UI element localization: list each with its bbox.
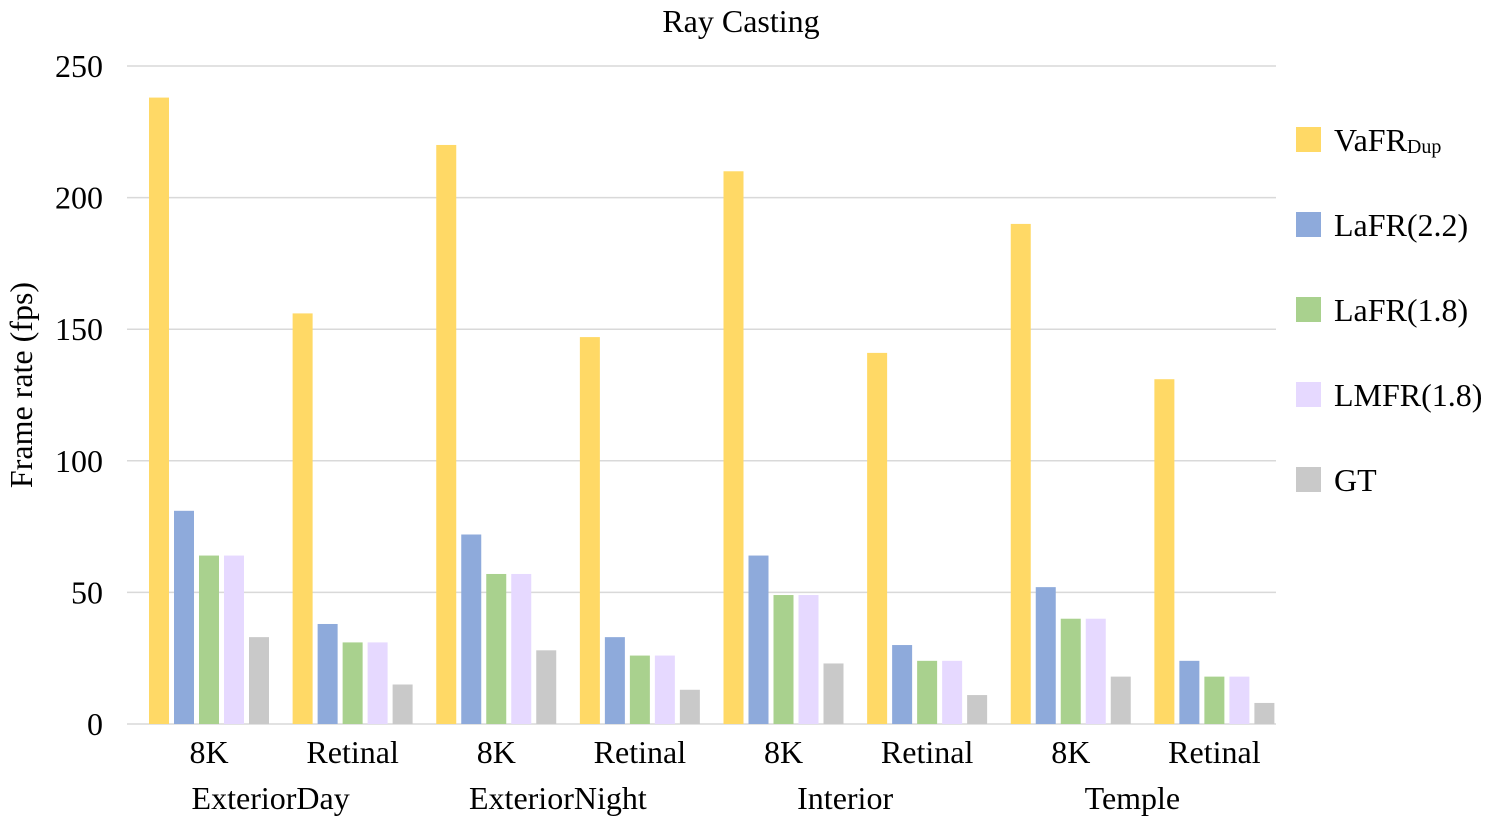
legend-label-text: LaFR(1.8) [1334, 292, 1468, 328]
bar [436, 144, 457, 724]
bar [1179, 660, 1200, 724]
y-tick-label: 0 [87, 706, 103, 742]
legend-label: VaFRDup [1334, 122, 1441, 158]
bar [629, 655, 650, 724]
bar [392, 684, 413, 724]
bar [199, 555, 219, 724]
bar [867, 352, 888, 724]
x-tick-label: Retinal [306, 734, 399, 770]
x-tick-label: 8K [1051, 734, 1090, 770]
bar [1085, 618, 1106, 724]
bars [149, 97, 1275, 725]
x-group-label: ExteriorDay [192, 780, 350, 816]
legend-swatch [1296, 467, 1321, 492]
bar [1060, 618, 1081, 724]
x-axis-ticks: 8K Retinal 8K Retinal 8K Retinal 8K Retinal Exte… [189, 734, 1260, 816]
bar [149, 97, 169, 725]
legend-label: LMFR(1.8) [1334, 377, 1482, 413]
bar [748, 555, 769, 724]
bar [1254, 702, 1275, 724]
bar [723, 171, 744, 724]
bar [892, 645, 913, 724]
legend-swatch [1296, 212, 1321, 237]
bar [604, 637, 625, 724]
x-tick-label: Retinal [594, 734, 687, 770]
x-group-label: Temple [1085, 780, 1181, 816]
bar [317, 623, 338, 724]
legend-label: LaFR(2.2) [1334, 207, 1468, 243]
x-group-label: Interior [797, 780, 893, 816]
bar [224, 555, 244, 724]
legend-swatch [1296, 382, 1321, 407]
x-tick-label: Retinal [1168, 734, 1261, 770]
y-tick-label: 250 [55, 48, 103, 84]
x-tick-label: 8K [477, 734, 516, 770]
x-tick-label: Retinal [881, 734, 974, 770]
bar [367, 642, 388, 724]
bar [679, 689, 700, 724]
bar [579, 337, 600, 724]
bar [292, 313, 313, 724]
bar [798, 595, 819, 724]
bar [249, 637, 269, 724]
bar [536, 650, 557, 724]
x-tick-label: 8K [764, 734, 803, 770]
bar [917, 660, 938, 724]
legend-swatch [1296, 127, 1321, 152]
bar [486, 573, 507, 724]
bar [174, 510, 194, 724]
bar [342, 642, 363, 724]
bar [1110, 676, 1131, 724]
bar [1204, 676, 1225, 724]
bar [773, 595, 794, 724]
bar [511, 573, 532, 724]
bar [1010, 223, 1031, 725]
bar [967, 695, 988, 724]
y-tick-label: 200 [55, 180, 103, 216]
x-group-label: ExteriorNight [469, 780, 647, 816]
y-tick-label: 150 [55, 311, 103, 347]
legend-label: LaFR(1.8) [1334, 292, 1468, 328]
bar [1229, 676, 1250, 724]
y-axis-ticks: 0 50 100 150 200 250 [55, 48, 103, 742]
bar [942, 660, 963, 724]
legend-label: GT [1334, 462, 1377, 498]
x-tick-label: 8K [189, 734, 228, 770]
legend-label-subscript: Dup [1407, 136, 1441, 158]
y-tick-label: 100 [55, 443, 103, 479]
legend-label-text: LMFR(1.8) [1334, 377, 1482, 413]
bar [461, 534, 482, 724]
bar [823, 663, 844, 724]
y-tick-label: 50 [71, 574, 103, 610]
legend-swatch [1296, 297, 1321, 322]
bar [1154, 379, 1175, 724]
gridlines [127, 65, 1276, 725]
y-axis-label: Frame rate (fps) [3, 282, 39, 488]
bar [1035, 587, 1056, 724]
legend-label-text: GT [1334, 462, 1377, 498]
legend-label-text: VaFR [1334, 122, 1408, 158]
chart-title: Ray Casting [662, 3, 819, 39]
legend-label-text: LaFR(2.2) [1334, 207, 1468, 243]
bar [654, 655, 675, 724]
legend: VaFRDup LaFR(2.2) LaFR(1.8) LMFR(1.8) GT [1296, 122, 1482, 498]
